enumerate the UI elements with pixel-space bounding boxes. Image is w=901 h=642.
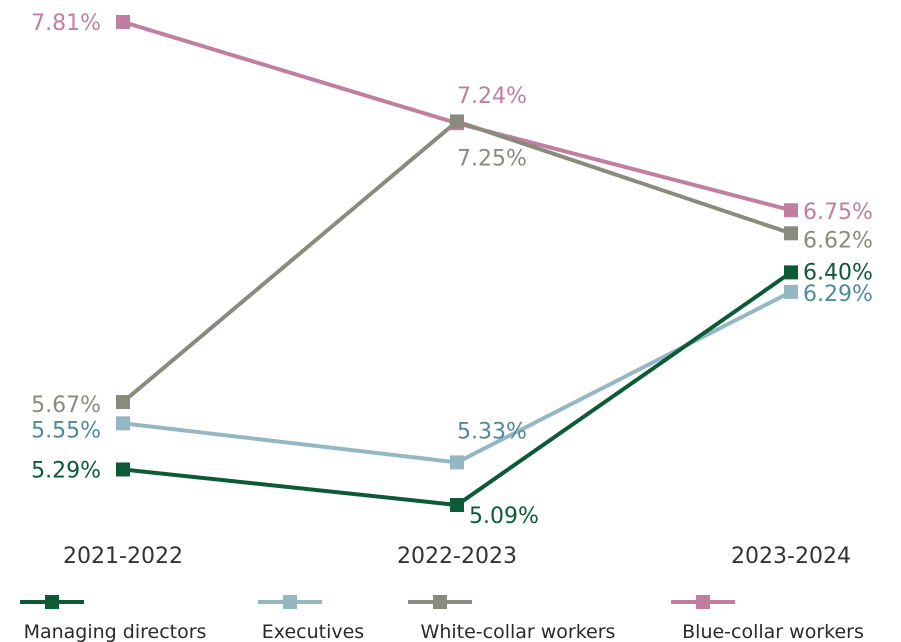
x-axis-ticks: 2021-2022 2022-2023 2023-2024 [63, 544, 851, 569]
data-labels: 5.29% 5.09% 6.40% 5.55% 5.33% 6.29% 5.67% 7.25%… [31, 11, 873, 529]
data-label-blue-collar-workers-3: 6.75% [803, 200, 873, 225]
marker-blue-collar-workers-3 [784, 203, 798, 218]
legend-label-blue-collar-workers: Blue-collar workers [682, 621, 864, 642]
legend-item-blue-collar-workers: Blue-collar workers [671, 595, 864, 642]
marker-white-collar-workers-3 [784, 226, 798, 241]
data-label-executives-3: 6.29% [803, 282, 873, 307]
marker-managing-directors-2 [450, 498, 464, 512]
marker-executives-3 [784, 284, 798, 299]
legend-marker-blue-collar-workers [696, 595, 710, 609]
marker-executives-2 [450, 455, 464, 470]
x-tick-label-3: 2023-2024 [731, 544, 851, 569]
series-markers [116, 15, 798, 512]
data-label-managing-directors-3: 6.40% [803, 260, 873, 285]
series-line-managing-directors [122, 270, 793, 508]
marker-blue-collar-workers-1 [116, 15, 130, 29]
data-label-managing-directors-2: 5.09% [469, 504, 539, 529]
marker-white-collar-workers-1 [116, 395, 130, 410]
legend-item-executives: Executives [258, 595, 364, 642]
data-label-executives-1: 5.55% [31, 418, 101, 443]
legend-marker-white-collar-workers [433, 595, 447, 609]
legend-marker-executives [283, 595, 297, 609]
legend-item-white-collar-workers: White-collar workers [408, 595, 615, 642]
legend-label-executives: Executives [262, 621, 364, 642]
legend-label-managing-directors: Managing directors [24, 621, 207, 642]
marker-managing-directors-3 [784, 265, 798, 280]
data-label-white-collar-workers-2: 7.25% [457, 146, 527, 171]
data-label-white-collar-workers-1: 5.67% [31, 393, 101, 418]
legend: Managing directors Executives White-collar… [20, 595, 864, 642]
data-label-blue-collar-workers-1: 7.81% [31, 11, 101, 36]
legend-marker-managing-directors [45, 595, 59, 609]
data-label-executives-2: 5.33% [457, 419, 527, 444]
legend-item-managing-directors: Managing directors [20, 595, 206, 642]
legend-label-white-collar-workers: White-collar workers [421, 621, 616, 642]
marker-white-collar-workers-2 [450, 114, 464, 129]
x-tick-label-1: 2021-2022 [63, 544, 183, 569]
data-label-managing-directors-1: 5.29% [31, 458, 101, 483]
x-tick-label-2: 2022-2023 [397, 544, 517, 569]
data-label-white-collar-workers-3: 6.62% [803, 228, 873, 253]
data-label-blue-collar-workers-2: 7.24% [457, 84, 527, 109]
marker-executives-1 [116, 416, 130, 431]
marker-managing-directors-1 [116, 462, 130, 477]
